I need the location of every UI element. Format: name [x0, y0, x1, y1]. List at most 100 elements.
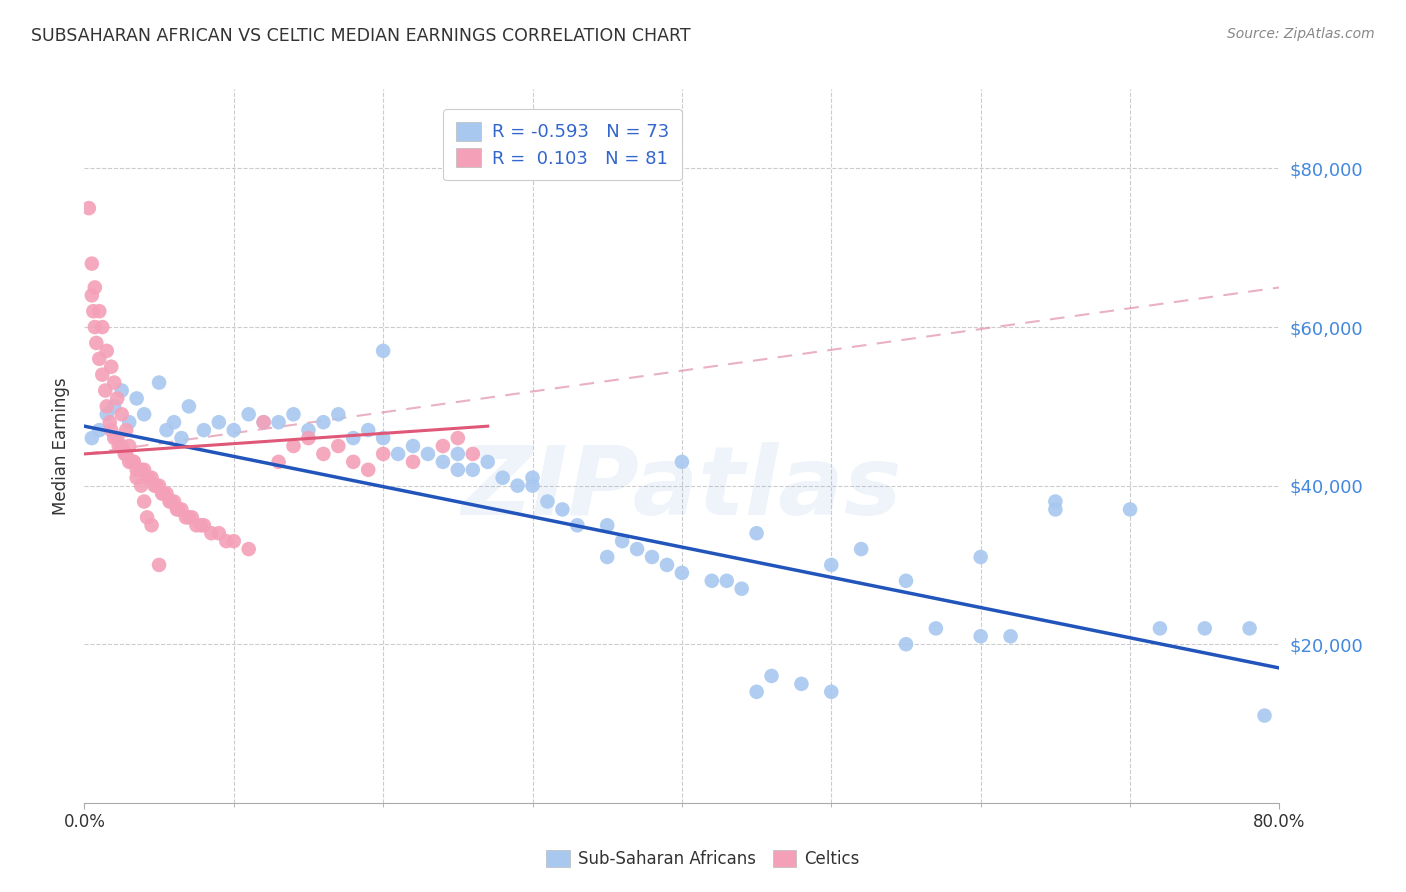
Point [89, 423, 111, 437]
Point [1253, 708, 1275, 723]
Point [170, 502, 193, 516]
Point [125, 471, 148, 485]
Point [83, 320, 105, 334]
Point [312, 447, 335, 461]
Point [283, 439, 305, 453]
Point [141, 471, 163, 485]
Point [132, 494, 156, 508]
Point [215, 534, 238, 549]
Point [894, 637, 917, 651]
Point [121, 455, 143, 469]
Point [655, 558, 678, 572]
Point [143, 478, 166, 492]
Point [970, 549, 993, 564]
Point [716, 574, 738, 588]
Point [77, 201, 100, 215]
Point [522, 471, 544, 485]
Point [174, 510, 197, 524]
Point [163, 415, 186, 429]
Point [357, 423, 380, 437]
Point [461, 463, 484, 477]
Point [118, 439, 141, 453]
Point [105, 392, 128, 406]
Point [89, 351, 111, 366]
Point [596, 549, 619, 564]
Point [118, 415, 141, 429]
Text: SUBSAHARAN AFRICAN VS CELTIC MEDIAN EARNINGS CORRELATION CHART: SUBSAHARAN AFRICAN VS CELTIC MEDIAN EARN… [31, 27, 690, 45]
Point [114, 447, 136, 461]
Point [193, 518, 215, 533]
Point [222, 534, 245, 549]
Point [671, 455, 693, 469]
Point [1194, 621, 1216, 635]
Point [129, 463, 152, 477]
Point [522, 478, 544, 492]
Point [447, 431, 470, 445]
Point [181, 510, 204, 524]
Point [894, 574, 917, 588]
Point [387, 447, 409, 461]
Point [148, 376, 170, 390]
Point [447, 463, 470, 477]
Point [186, 518, 208, 533]
Point [238, 407, 260, 421]
Point [96, 343, 118, 358]
Point [208, 526, 231, 541]
Point [96, 407, 118, 421]
Legend: R = -0.593   N = 73, R =  0.103   N = 81: R = -0.593 N = 73, R = 0.103 N = 81 [443, 109, 682, 180]
Point [148, 558, 170, 572]
Point [416, 447, 439, 461]
Point [253, 415, 276, 429]
Point [177, 400, 200, 414]
Point [118, 455, 141, 469]
Point [506, 478, 529, 492]
Point [107, 439, 129, 453]
Point [122, 455, 145, 469]
Point [103, 376, 125, 390]
Point [125, 392, 148, 406]
Point [138, 471, 160, 485]
Point [83, 280, 105, 294]
Point [641, 549, 664, 564]
Point [115, 423, 138, 437]
Point [222, 423, 245, 437]
Point [111, 439, 134, 453]
Point [761, 669, 783, 683]
Point [477, 455, 499, 469]
Point [432, 439, 454, 453]
Point [100, 423, 122, 437]
Point [596, 518, 619, 533]
Point [141, 518, 163, 533]
Point [105, 431, 128, 445]
Point [820, 685, 842, 699]
Point [80, 288, 103, 302]
Point [89, 304, 111, 318]
Point [82, 304, 104, 318]
Point [492, 471, 515, 485]
Point [111, 407, 134, 421]
Point [745, 685, 768, 699]
Point [700, 574, 723, 588]
Point [193, 423, 215, 437]
Point [342, 455, 364, 469]
Point [177, 510, 200, 524]
Point [1045, 494, 1067, 508]
Point [200, 526, 222, 541]
Point [208, 415, 231, 429]
Point [100, 359, 122, 374]
Point [170, 431, 193, 445]
Point [86, 335, 108, 350]
Text: Source: ZipAtlas.com: Source: ZipAtlas.com [1227, 27, 1375, 41]
Point [373, 447, 395, 461]
Point [1000, 629, 1022, 643]
Point [402, 439, 425, 453]
Point [159, 494, 181, 508]
Point [925, 621, 948, 635]
Legend: Sub-Saharan Africans, Celtics: Sub-Saharan Africans, Celtics [540, 843, 866, 875]
Point [129, 478, 152, 492]
Point [567, 518, 589, 533]
Point [128, 463, 150, 477]
Point [297, 423, 319, 437]
Point [132, 407, 156, 421]
Point [312, 415, 335, 429]
